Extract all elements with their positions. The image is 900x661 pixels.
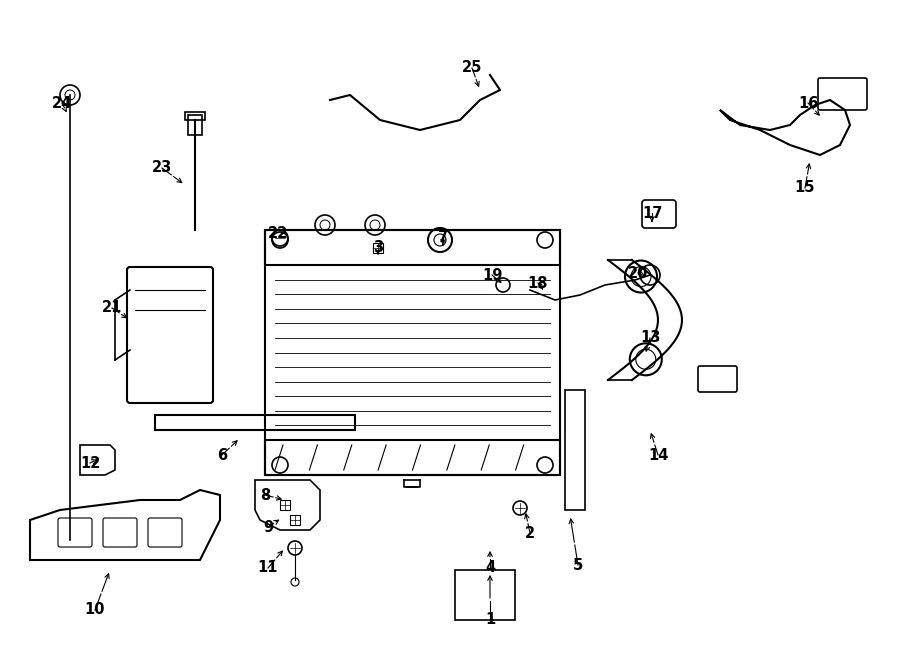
Bar [265, 440, 560, 475]
Text: 5: 5 [573, 557, 583, 572]
Text: 24: 24 [52, 95, 72, 110]
Bar [290, 515, 300, 525]
Text: 23: 23 [152, 161, 172, 176]
Text: 25: 25 [462, 61, 482, 75]
Text: 6: 6 [217, 447, 227, 463]
Text: 3: 3 [373, 241, 383, 256]
Text: 13: 13 [640, 330, 661, 346]
Bar [565, 390, 585, 510]
Text: 7: 7 [438, 231, 448, 245]
Text: 9: 9 [263, 520, 273, 535]
Bar [280, 500, 290, 510]
Text: 16: 16 [797, 95, 818, 110]
Text: 17: 17 [642, 206, 662, 221]
Text: 1: 1 [485, 613, 495, 627]
Text: 10: 10 [85, 602, 105, 617]
Bar [155, 415, 355, 430]
Text: 18: 18 [527, 276, 548, 290]
Bar [455, 570, 515, 620]
Text: 14: 14 [648, 447, 668, 463]
Bar [188, 115, 202, 135]
Text: 11: 11 [257, 561, 278, 576]
Bar [373, 243, 383, 253]
Text: 8: 8 [260, 488, 270, 502]
Bar [265, 230, 560, 475]
Bar [185, 112, 205, 120]
Text: 12: 12 [80, 455, 100, 471]
Text: 22: 22 [268, 225, 288, 241]
Text: 2: 2 [525, 525, 535, 541]
Text: 20: 20 [628, 266, 648, 280]
Text: 15: 15 [795, 180, 815, 196]
Bar [265, 230, 560, 265]
Text: 4: 4 [485, 559, 495, 574]
Text: 19: 19 [482, 268, 502, 282]
Text: 21: 21 [102, 301, 122, 315]
